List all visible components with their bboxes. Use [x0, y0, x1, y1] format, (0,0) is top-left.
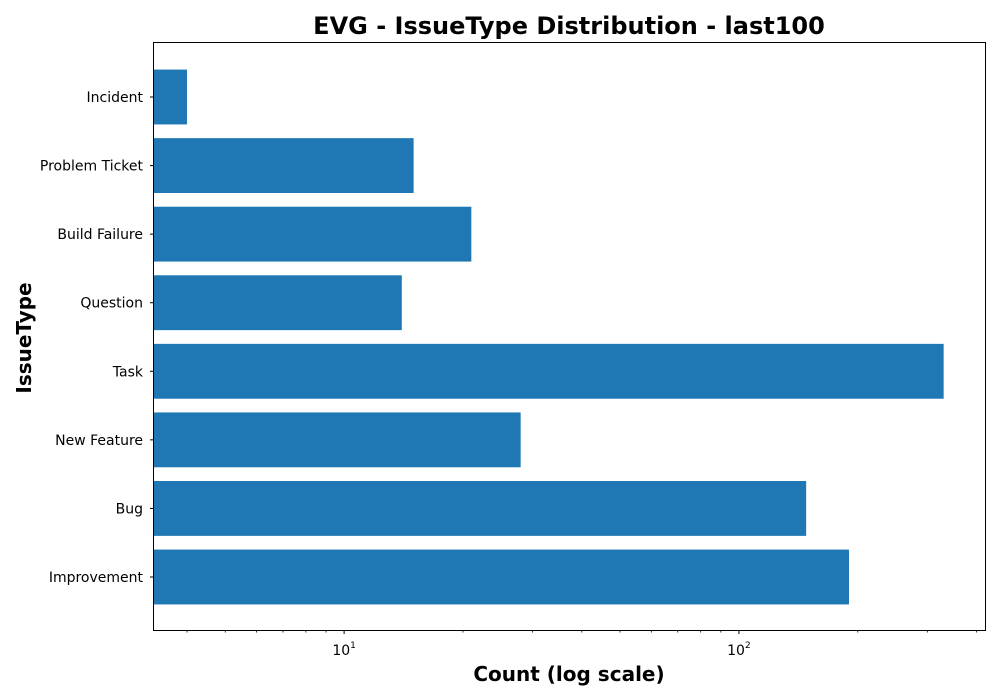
y-tick-label: Task: [112, 364, 144, 380]
bar-question: [154, 275, 402, 330]
bar-new-feature: [154, 412, 521, 467]
bar-incident: [154, 70, 187, 125]
bars-group: [154, 70, 944, 605]
chart-title: EVG - IssueType Distribution - last100: [313, 12, 825, 40]
bar-improvement: [154, 550, 849, 605]
x-tick-label: 101: [332, 641, 356, 659]
y-tick-label: Improvement: [49, 570, 144, 586]
bar-task: [154, 344, 944, 399]
x-ticks-group: 101 102: [187, 630, 977, 659]
y-axis-label: IssueType: [12, 282, 36, 393]
y-tick-label: Bug: [116, 501, 143, 517]
y-tick-label: Build Failure: [57, 227, 143, 243]
y-tick-label: New Feature: [55, 433, 143, 449]
y-tick-label: Incident: [87, 90, 144, 106]
x-axis-label: Count (log scale): [473, 662, 664, 686]
y-tick-label: Question: [80, 296, 143, 312]
bar-problem-ticket: [154, 138, 414, 193]
x-tick-label: 102: [727, 641, 751, 659]
bar-build-failure: [154, 207, 471, 262]
bar-bug: [154, 481, 806, 536]
y-ticks-group: Incident Problem Ticket Build Failure Quest…: [40, 90, 154, 586]
y-tick-label: Problem Ticket: [40, 159, 144, 175]
plot-frame: [154, 43, 986, 631]
